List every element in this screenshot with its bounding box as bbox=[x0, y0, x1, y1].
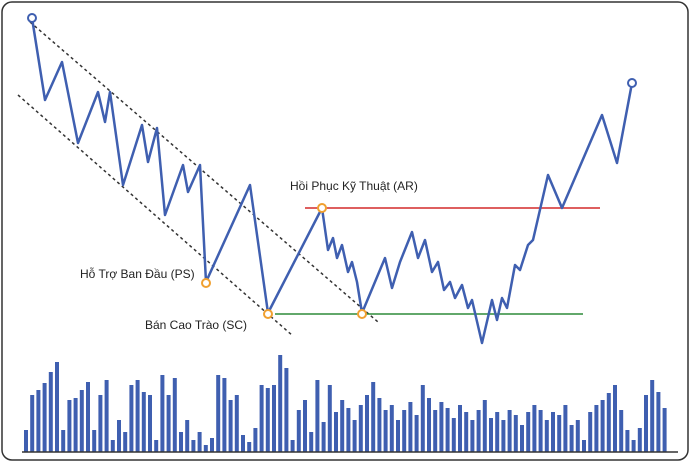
volume-bars bbox=[24, 355, 667, 452]
sc-point bbox=[263, 309, 273, 319]
channel-lower bbox=[17, 94, 294, 337]
channel-upper bbox=[29, 21, 379, 323]
price-path bbox=[30, 17, 634, 345]
st-point bbox=[357, 309, 367, 319]
end-point bbox=[627, 78, 637, 88]
ar-point bbox=[317, 203, 327, 213]
ar-label: Hồi Phục Kỹ Thuật (AR) bbox=[290, 179, 418, 193]
ps-label: Hỗ Trợ Ban Đầu (PS) bbox=[80, 266, 195, 281]
ps-point bbox=[201, 278, 211, 288]
start-point bbox=[27, 13, 37, 23]
frame bbox=[1, 1, 689, 461]
sc-label: Bán Cao Trào (SC) bbox=[145, 318, 247, 332]
